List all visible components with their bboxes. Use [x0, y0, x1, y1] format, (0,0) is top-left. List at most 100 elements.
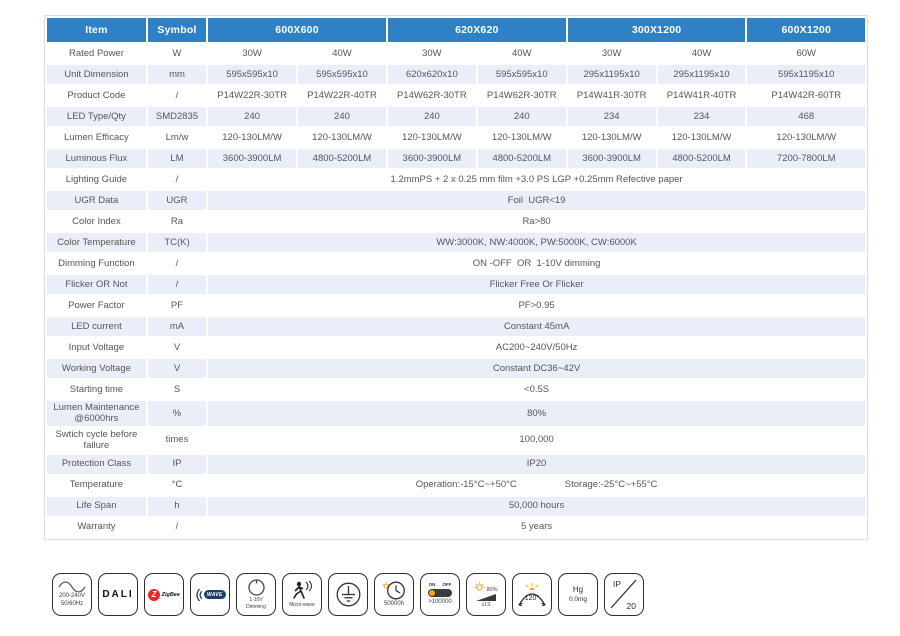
spec-table-head-row: Item Symbol 600X600 620X620 300X1200 600X1200 — [47, 18, 865, 42]
spec-value: 40W — [657, 44, 746, 63]
row-label: Working Voltage — [47, 359, 146, 378]
sine-wave-glyph — [58, 580, 86, 592]
earth-ground-icon — [328, 573, 368, 616]
table-row: Warranty/5 years — [47, 517, 865, 537]
row-symbol: W — [147, 44, 207, 63]
row-label: Unit Dimension — [47, 65, 146, 84]
mercury-symbol-label: Hg — [572, 585, 584, 595]
toggle-switch-glyph — [428, 589, 452, 598]
row-symbol: / — [147, 86, 207, 105]
spec-value: 595x1195x10 — [747, 65, 865, 84]
spec-value: <0.5S — [208, 380, 865, 399]
ac-power-icon: 200-240V 50/60Hz — [52, 573, 92, 616]
spec-value: 3600-3900LM — [208, 149, 297, 168]
spec-value: P14W41R-30TR — [567, 86, 656, 105]
table-row: Color Temperature TC(K) WW:3000K, NW:4000K… — [47, 233, 865, 252]
dimming-range-label: 1-10V — [249, 597, 263, 603]
spec-value: 120-130LM/W — [208, 128, 297, 147]
switch-off-label: OFF — [442, 582, 452, 588]
row-label: Warranty — [47, 517, 146, 537]
row-label: Flicker OR Not — [47, 275, 146, 294]
column-header: 620X620 — [387, 18, 566, 42]
ip-value-label: 20 — [626, 601, 636, 611]
spec-value: 60W — [747, 44, 865, 63]
row-symbol: Lm/w — [147, 128, 207, 147]
spec-value: WW:3000K, NW:4000K, PW:5000K, CW:6000K — [208, 233, 865, 252]
spec-value: AC200~240V/50Hz — [208, 338, 865, 357]
spec-value: 595x595x10 — [477, 65, 566, 84]
table-row: Unit Dimension mm 595x595x10 595x595x10 620x… — [47, 65, 865, 84]
dimming-1-10v-icon: 1-10V Dimming — [236, 573, 276, 616]
ip-label: IP — [613, 579, 622, 589]
spec-value: 240 — [387, 107, 476, 126]
table-row: Input Voltage V AC200~240V/50Hz — [47, 338, 865, 357]
instant-percent-label: 80% — [486, 586, 498, 593]
zigbee-icon: Z ZigBee — [144, 573, 184, 616]
table-row: LED current mA Constant 45mA — [47, 317, 865, 336]
spec-value: Operation:-15°C~+50°C Storage:-25°C~+55°C — [208, 475, 865, 495]
table-row: Life Span h 50,000 hours — [47, 496, 865, 516]
table-row: Lumen Maintenance @6000hrs% 80% — [47, 401, 865, 426]
row-symbol: PF — [147, 296, 207, 315]
certification-icons-bar: 200-240V 50/60Hz DALI Z ZigBee WAVE — [52, 573, 644, 616]
spec-value: 120-130LM/W — [387, 128, 476, 147]
table-row: Temperature °C Operation:-15°C~+50°C Storag… — [47, 475, 865, 495]
spec-value: 30W — [567, 44, 656, 63]
spec-value: PF>0.95 — [208, 296, 865, 315]
switch-cycle-icon: ON OFF >100000 — [420, 573, 460, 616]
angle-arc-glyph — [518, 593, 546, 606]
sun-rays-glyph — [525, 583, 539, 590]
ac-frequency-label: 50/60Hz — [60, 601, 84, 607]
table-row: Lighting Guide/1.2mmPS + 2 x 0.25 mm fil… — [47, 170, 865, 189]
spec-value: 295x1195x10 — [657, 65, 746, 84]
row-symbol: V — [147, 359, 207, 378]
row-label: Power Factor — [47, 296, 146, 315]
spec-value: 30W — [387, 44, 476, 63]
column-header: 600X1200 — [747, 18, 865, 42]
diagonal-line-glyph — [610, 579, 637, 609]
table-row: Product Code / P14W22R-30TR P14W22R-40TR P14… — [47, 86, 865, 105]
spec-value: 5 years — [208, 517, 865, 537]
row-label: LED current — [47, 317, 146, 336]
dimming-label: Dimming — [246, 604, 266, 610]
row-symbol: V — [147, 338, 207, 357]
spec-value: 240 — [298, 107, 386, 126]
spec-value: 40W — [477, 44, 566, 63]
spec-value: Ra>80 — [208, 212, 865, 231]
column-header: 600X600 — [208, 18, 386, 42]
row-symbol: mA — [147, 317, 207, 336]
spec-value: P14W22R-40TR — [298, 86, 386, 105]
spec-value: 468 — [747, 107, 865, 126]
row-symbol: Ra — [147, 212, 207, 231]
mercury-free-icon: Hg 0.0mg — [558, 573, 598, 616]
dimmer-knob-glyph — [247, 579, 265, 596]
table-row: Lumen Efficacy Lm/w 120-130LM/W 120-130LM/W… — [47, 128, 865, 147]
row-symbol: h — [147, 496, 207, 516]
spec-value: P14W22R-30TR — [208, 86, 297, 105]
row-label: Product Code — [47, 86, 146, 105]
row-symbol: TC(K) — [147, 233, 207, 252]
row-label: Swtich cycle before failure — [47, 427, 146, 453]
row-symbol: IP — [147, 454, 207, 474]
table-row: LED Type/Qty SMD2835 240 240 240 240 234 234 468 — [47, 107, 865, 126]
spec-value: 120-130LM/W — [298, 128, 386, 147]
spec-value: Flicker Free Or Flicker — [208, 275, 865, 294]
microwave-label: Micro-wave — [289, 602, 315, 608]
row-symbol: UGR — [147, 191, 207, 210]
table-row: Rated Power W 30W 40W 30W 40W 30W 40W 60W — [47, 44, 865, 63]
row-label: Input Voltage — [47, 338, 146, 357]
table-row: Working Voltage V Constant DC36~42V — [47, 359, 865, 378]
spec-value: 30W — [208, 44, 297, 63]
row-label: Rated Power — [47, 44, 146, 63]
row-symbol: % — [147, 401, 207, 426]
table-row: Flicker OR Not / Flicker Free Or Flicker — [47, 275, 865, 294]
spec-value: Constant 45mA — [208, 317, 865, 336]
row-symbol: / — [147, 170, 207, 189]
row-label: Lumen Efficacy — [47, 128, 146, 147]
ramp-glyph — [476, 593, 496, 601]
spec-table: Item Symbol 600X600 620X620 300X1200 600X1200… — [45, 16, 867, 539]
spec-table-container: Item Symbol 600X600 620X620 300X1200 600X1200… — [44, 15, 868, 540]
row-label: Starting time — [47, 380, 146, 399]
row-label: Life Span — [47, 496, 146, 516]
